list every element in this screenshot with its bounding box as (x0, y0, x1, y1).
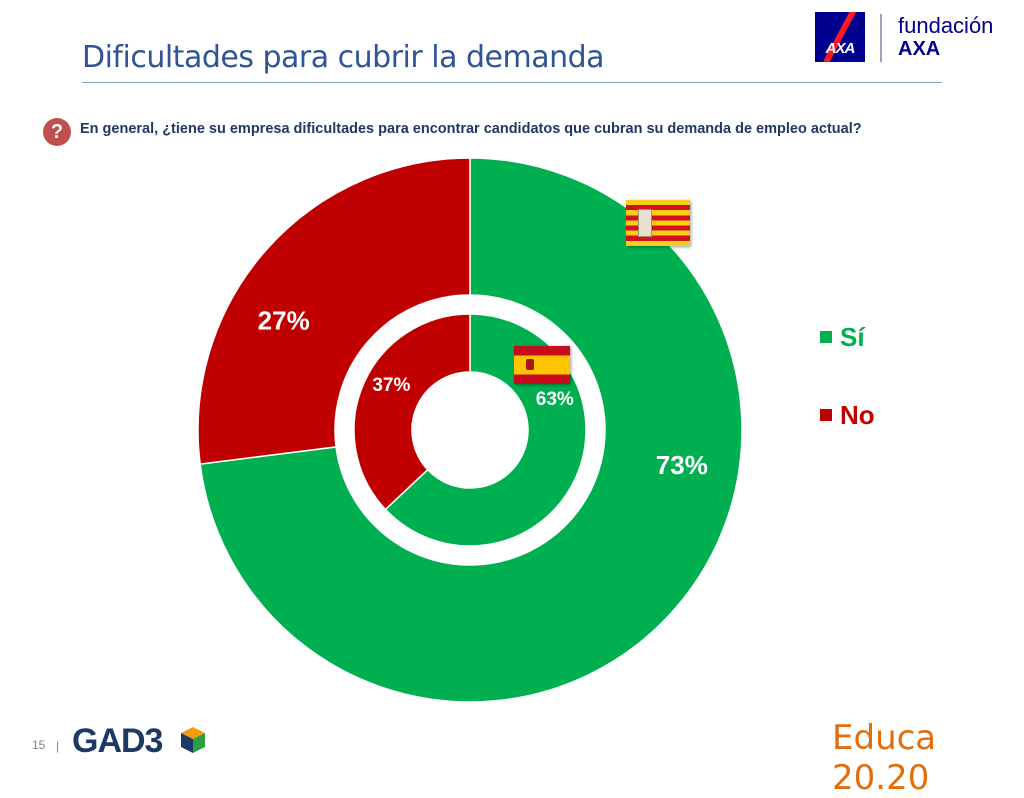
title-rule (82, 82, 942, 83)
legend-swatch-si (820, 331, 832, 344)
educa-logo: Educa 20.20 (832, 718, 937, 798)
spain-flag-icon (514, 346, 570, 384)
page-number: 15 (32, 738, 46, 752)
legend-label-no: No (840, 400, 875, 430)
brand-line2: AXA (898, 38, 941, 60)
aragon-flag-icon (626, 200, 690, 246)
data-label-inner-si: 63% (536, 389, 574, 410)
logo-divider (880, 14, 882, 62)
gad3-logo: GAD3 (72, 722, 163, 760)
data-label-inner-no: 37% (372, 375, 410, 396)
axa-logo: AXA (815, 12, 865, 62)
page-title: Dificultades para cubrir la demanda (82, 40, 605, 75)
aragon-shield (638, 209, 652, 237)
data-label-outer-si: 73% (656, 450, 708, 480)
legend-item-no: No (820, 400, 875, 431)
footer-separator: | (56, 739, 60, 753)
spain-crest (526, 359, 534, 370)
brand-line1: fundación (898, 13, 994, 38)
gad3-cube-icon (181, 727, 205, 753)
slice-inner-no (353, 313, 471, 511)
legend-swatch-no (820, 409, 832, 422)
donut-chart: 73% 27% 63% 37% (197, 157, 743, 703)
question-mark-icon: ? (43, 118, 71, 146)
data-label-outer-no: 27% (258, 306, 310, 336)
legend-item-si: Sí (820, 322, 865, 353)
legend-label-si: Sí (840, 322, 865, 352)
question-text: En general, ¿tiene su empresa dificultad… (80, 121, 862, 137)
axa-logo-text: AXA (825, 40, 856, 57)
